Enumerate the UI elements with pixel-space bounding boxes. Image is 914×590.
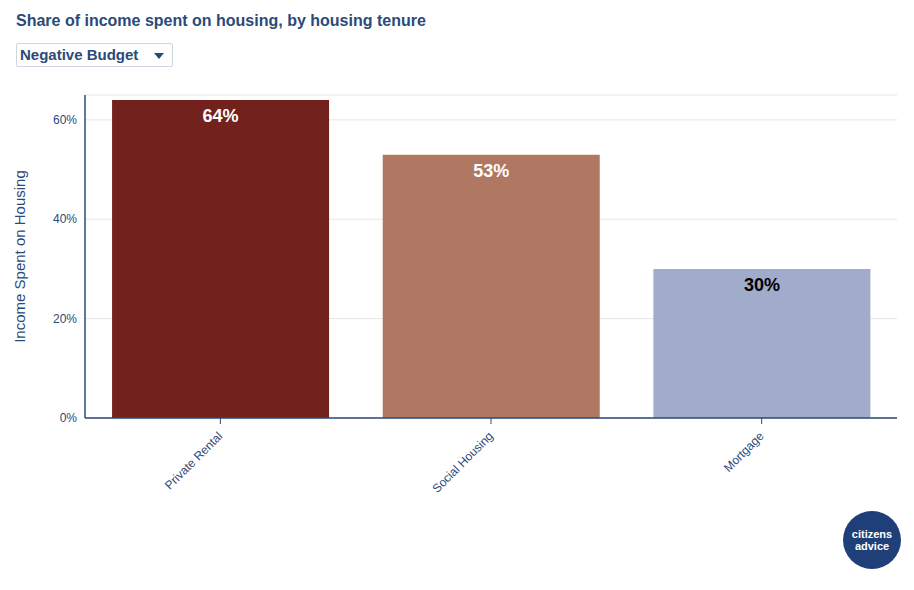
svg-text:20%: 20%	[53, 312, 77, 326]
html-text:advice: advice	[854, 540, 890, 552]
html-text:Share of income spent on housi: Share of income spent on housing, by hou…	[16, 12, 426, 29]
svg-text:Income Spent on Housing: Income Spent on Housing	[11, 170, 28, 343]
svg-text:64%: 64%	[203, 106, 239, 126]
svg-text:0%: 0%	[60, 411, 78, 425]
html-text:citizens: citizens	[851, 528, 893, 540]
svg-text:Private Rental: Private Rental	[162, 429, 225, 492]
html-text:Negative Budget: Negative Budget	[20, 46, 139, 63]
svg-text:Social Housing: Social Housing	[429, 429, 496, 496]
svg-text:40%: 40%	[53, 212, 77, 226]
svg-text:53%: 53%	[473, 161, 509, 181]
svg-text:Mortgage: Mortgage	[721, 429, 767, 475]
svg-text:60%: 60%	[53, 113, 77, 127]
svg-text:30%: 30%	[744, 275, 780, 295]
